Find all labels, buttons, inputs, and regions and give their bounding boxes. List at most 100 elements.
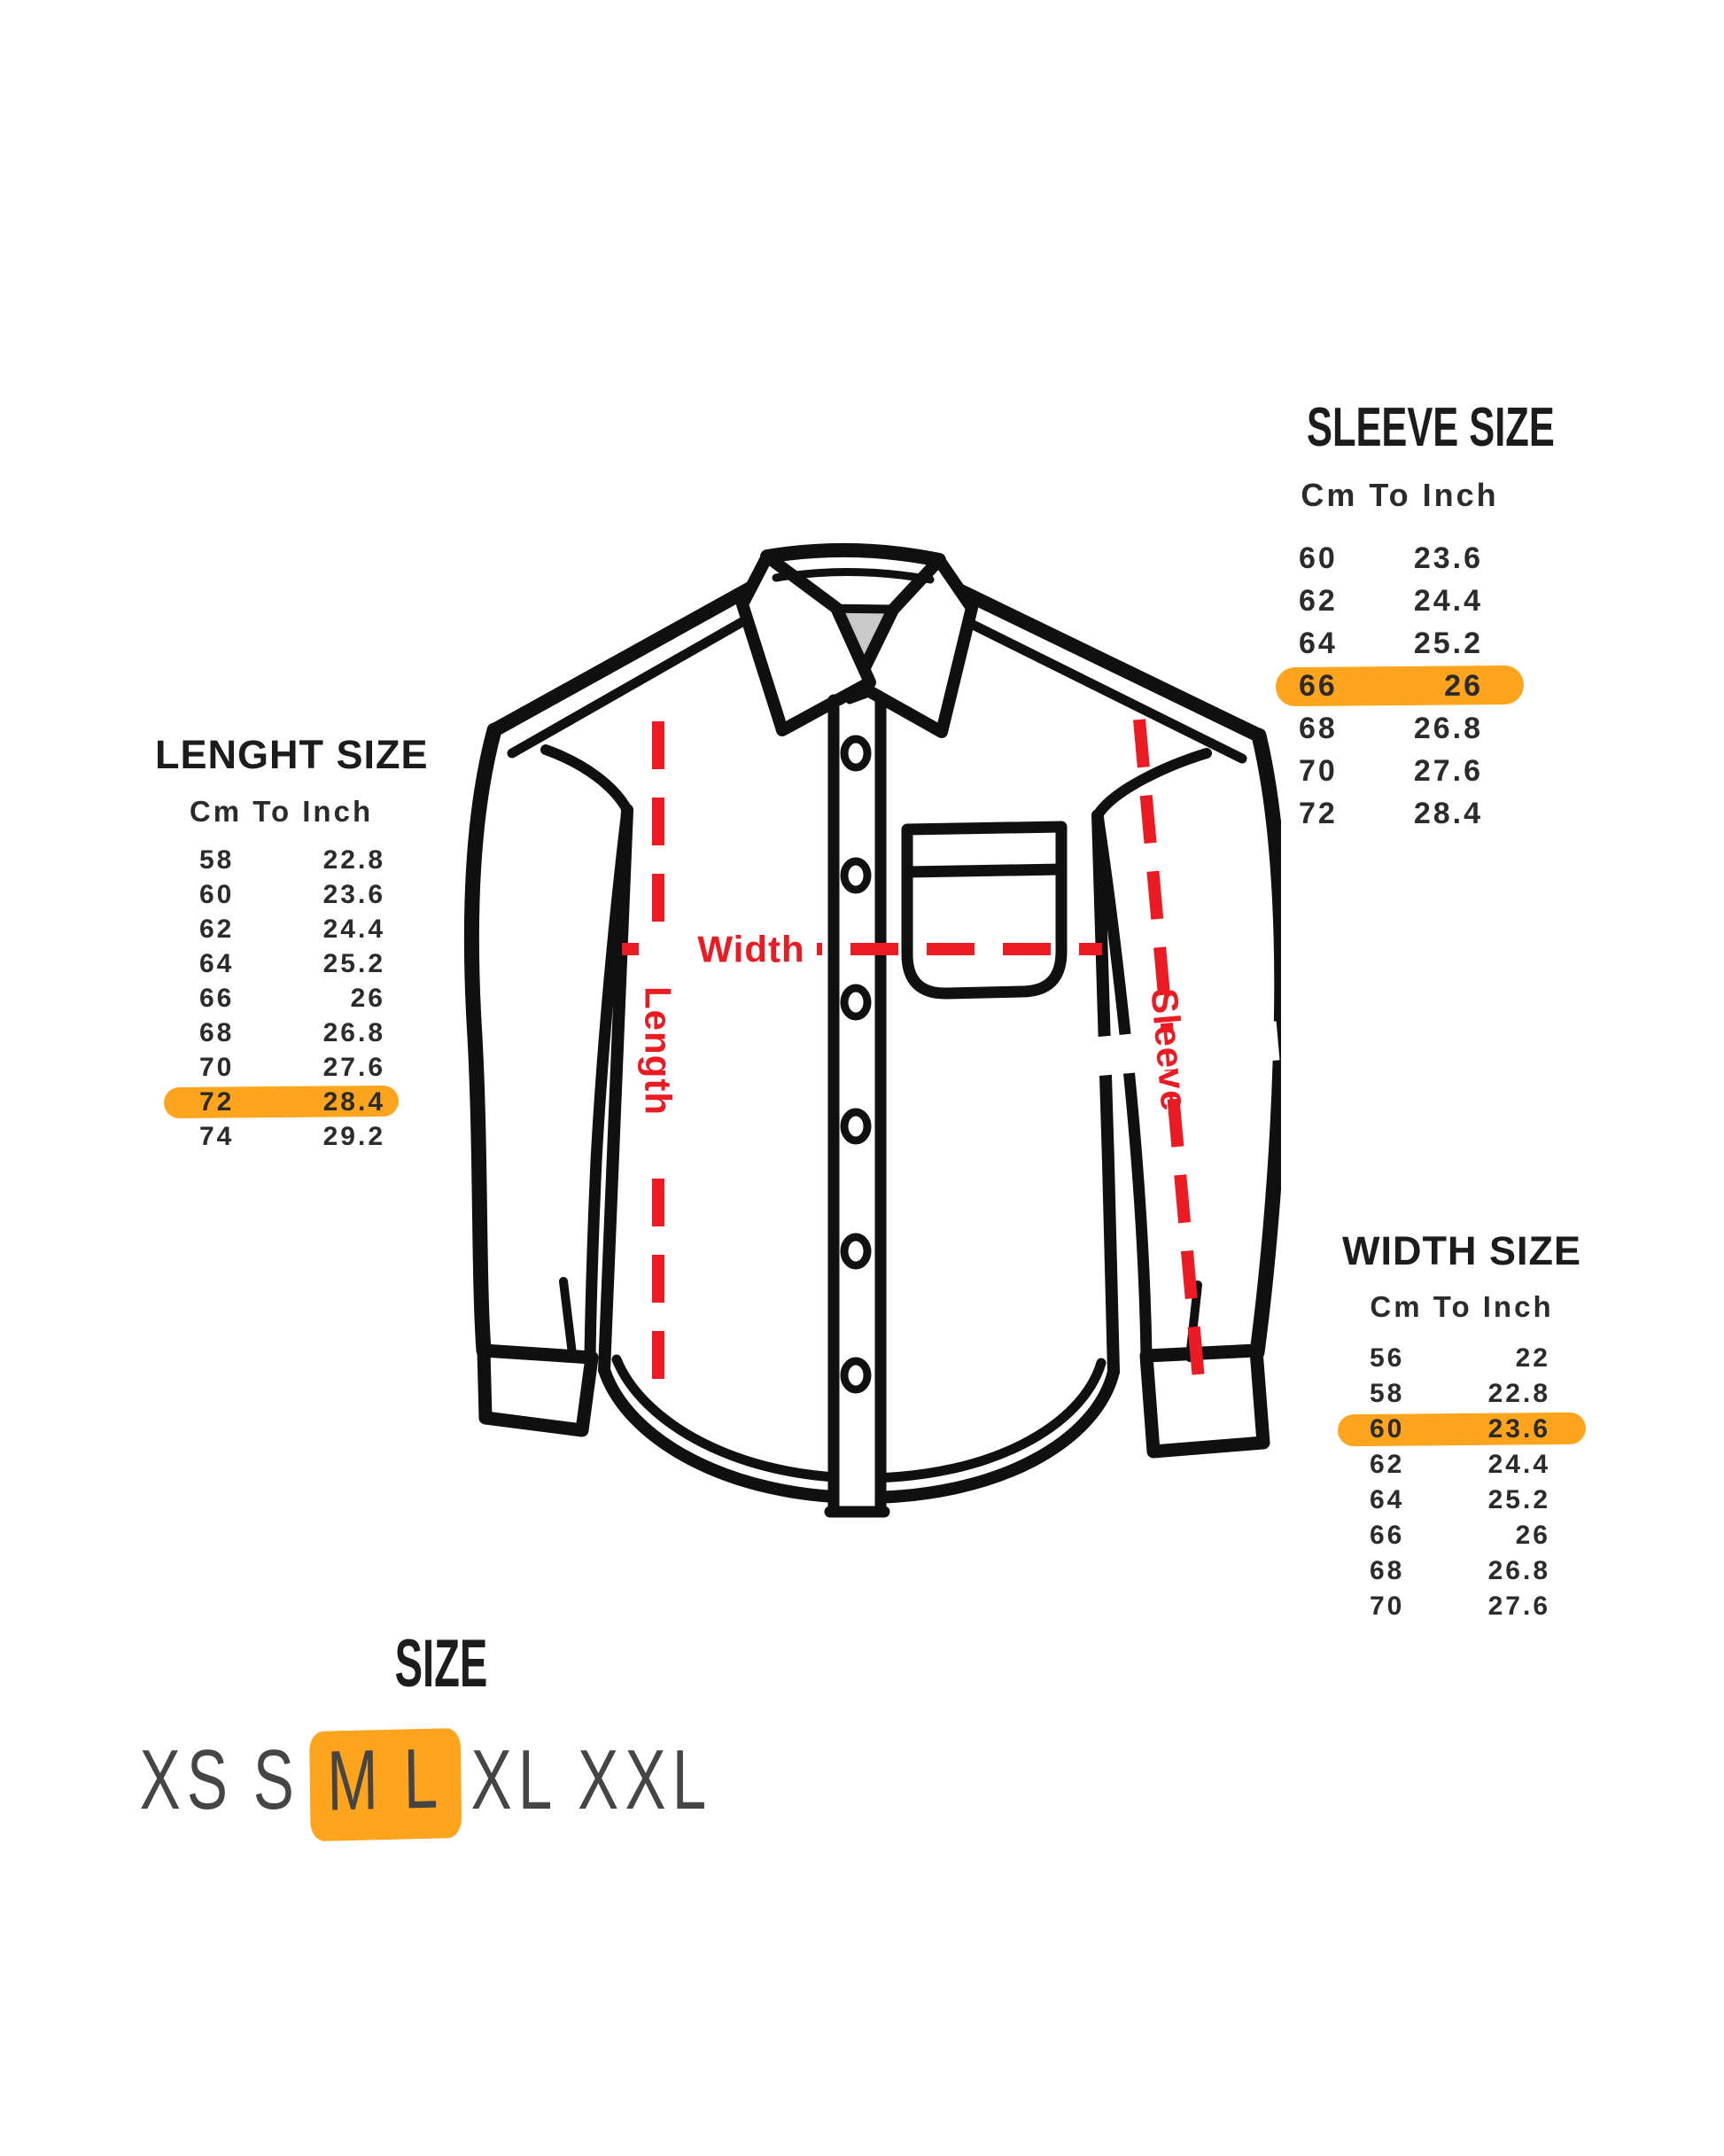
- inch-value: 26.8: [1413, 711, 1483, 745]
- inch-value: 24.4: [1487, 1450, 1550, 1479]
- size-option-xxl: XXL: [578, 1732, 713, 1827]
- cm-value: 70: [1370, 1592, 1405, 1621]
- table-row: 58 22.8: [1329, 1376, 1595, 1412]
- length-size-rows: 58 22.8 60 23.6 62 24.4 64 25.2 66 26 68 26.8 70 27.6…: [155, 843, 408, 1154]
- measurement-lines: Length Width Sleeve: [622, 719, 1280, 1390]
- cm-value: 58: [199, 844, 235, 875]
- size-option-s: S: [252, 1732, 301, 1827]
- table-row: 64 25.2: [1267, 622, 1533, 665]
- inch-value: 27.6: [1413, 753, 1483, 788]
- size-options-row: XS S M L XL XXL: [130, 1727, 722, 1841]
- size-title: SIZE: [394, 1626, 488, 1701]
- cm-value: 66: [1299, 668, 1338, 703]
- table-row: 66 26: [155, 981, 408, 1016]
- inch-value: 26.8: [322, 1017, 385, 1047]
- cm-value: 60: [1299, 541, 1338, 575]
- sleeve-size-rows: 60 23.6 62 24.4 64 25.2 66 26 68 26.8 70 27.6 72 28.4: [1267, 537, 1533, 835]
- table-row: 70 27.6: [155, 1050, 408, 1085]
- cm-value: 72: [1299, 796, 1338, 830]
- cm-value: 66: [1370, 1521, 1405, 1550]
- table-row: 62 24.4: [155, 912, 408, 946]
- inch-value: 28.4: [1413, 796, 1483, 830]
- inch-value: 25.2: [1413, 626, 1483, 660]
- size-options-group: XL XXL: [462, 1733, 722, 1827]
- cm-value: 62: [1370, 1450, 1405, 1479]
- shirt-buttons: [840, 735, 872, 1394]
- sleeve-label: Sleeve: [1144, 987, 1196, 1114]
- inch-value: 26: [1444, 668, 1483, 703]
- table-row: 64 25.2: [155, 946, 408, 981]
- table-row: 68 26.8: [1267, 707, 1533, 750]
- cm-value: 62: [1299, 583, 1338, 618]
- inch-value: 25.2: [322, 948, 385, 978]
- cm-value: 58: [1370, 1379, 1405, 1408]
- inch-value: 25.2: [1487, 1485, 1550, 1514]
- table-row: 60 23.6: [155, 877, 408, 912]
- table-row: 62 24.4: [1267, 580, 1533, 622]
- table-row: 56 22: [1329, 1341, 1595, 1376]
- cm-value: 68: [1370, 1556, 1405, 1585]
- cm-value: 64: [1299, 626, 1338, 660]
- shirt-pocket: [901, 821, 1068, 1000]
- size-option-m: M: [326, 1732, 385, 1829]
- cm-value: 68: [1299, 711, 1338, 745]
- cm-value: 74: [199, 1121, 235, 1151]
- table-row: 58 22.8: [155, 843, 408, 877]
- table-row: 68 26.8: [1329, 1553, 1595, 1589]
- length-size-header: Cm To Inch: [189, 795, 374, 828]
- inch-value: 23.6: [322, 879, 385, 909]
- inch-value: 29.2: [322, 1121, 385, 1151]
- table-row: 70 27.6: [1267, 750, 1533, 792]
- sleeve-size-title: SLEEVE SIZE: [1307, 397, 1555, 458]
- cm-value: 60: [199, 879, 235, 909]
- inch-value: 22.8: [1487, 1379, 1550, 1408]
- inch-value: 26: [350, 983, 385, 1013]
- size-options-group: XS S: [130, 1733, 310, 1827]
- cm-value: 60: [1370, 1414, 1405, 1444]
- table-row-highlighted: 66 26: [1267, 665, 1533, 707]
- cm-value: 72: [199, 1086, 235, 1117]
- table-row: 60 23.6: [1267, 537, 1533, 580]
- table-row-highlighted: 72 28.4: [155, 1085, 408, 1119]
- size-option-xl: XL: [470, 1732, 559, 1827]
- inch-value: 26.8: [1487, 1556, 1550, 1585]
- length-size-title: LENGHT SIZE: [155, 732, 429, 777]
- inch-value: 23.6: [1413, 541, 1483, 575]
- cm-value: 64: [199, 948, 235, 978]
- cm-value: 70: [199, 1052, 235, 1082]
- width-label: Width: [697, 929, 804, 970]
- inch-value: 27.6: [1487, 1592, 1550, 1621]
- inch-value: 26: [1515, 1521, 1550, 1550]
- inch-value: 27.6: [322, 1052, 385, 1082]
- inch-value: 23.6: [1487, 1414, 1550, 1444]
- cm-value: 64: [1370, 1485, 1405, 1514]
- table-row: 68 26.8: [155, 1016, 408, 1050]
- length-label: Length: [638, 986, 680, 1116]
- sleeve-size-header: Cm To Inch: [1301, 477, 1499, 513]
- inch-value: 22.8: [322, 844, 385, 875]
- table-row: 66 26: [1329, 1518, 1595, 1553]
- cm-value: 70: [1299, 753, 1338, 788]
- size-option-xs: XS: [139, 1732, 235, 1827]
- table-row-highlighted: 60 23.6: [1329, 1412, 1595, 1447]
- width-size-title: WIDTH SIZE: [1342, 1228, 1581, 1273]
- shirt-collar: [736, 542, 978, 738]
- inch-value: 22: [1515, 1343, 1550, 1373]
- inch-value: 24.4: [322, 914, 385, 944]
- inch-value: 28.4: [322, 1086, 385, 1117]
- cm-value: 68: [199, 1017, 235, 1047]
- width-size-rows: 56 22 58 22.8 60 23.6 62 24.4 64 25.2 66 26 68 26.8 70…: [1329, 1341, 1595, 1624]
- table-row: 72 28.4: [1267, 792, 1533, 835]
- cm-value: 66: [199, 983, 235, 1013]
- cm-value: 62: [199, 914, 235, 944]
- size-option-l: L: [402, 1731, 445, 1827]
- table-row: 62 24.4: [1329, 1447, 1595, 1483]
- width-size-header: Cm To Inch: [1370, 1290, 1554, 1323]
- cm-value: 56: [1370, 1343, 1405, 1373]
- table-row: 74 29.2: [155, 1119, 408, 1154]
- shirt-illustration: Length Width Sleeve: [463, 542, 1281, 1518]
- table-row: 70 27.6: [1329, 1589, 1595, 1624]
- inch-value: 24.4: [1413, 583, 1483, 618]
